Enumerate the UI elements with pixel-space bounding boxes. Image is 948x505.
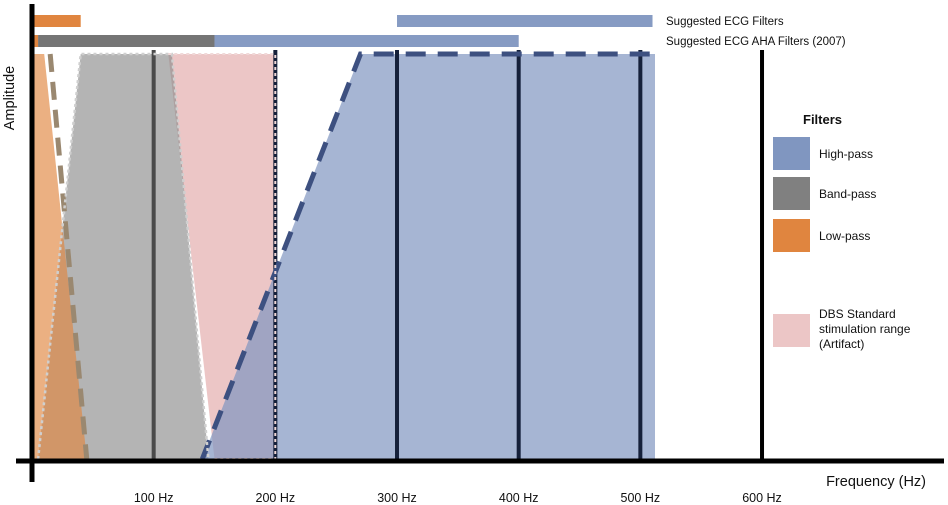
edge-bandpass xyxy=(36,52,210,460)
legend-swatch-lowpass xyxy=(773,219,810,252)
region-bandpass xyxy=(38,54,209,459)
bar-2-segment-lowpass xyxy=(32,35,39,47)
axes: Amplitude Frequency (Hz) xyxy=(2,4,944,490)
region-lowpass xyxy=(34,54,87,459)
y-axis-title: Amplitude xyxy=(2,66,18,130)
bar-1-segment-lowpass xyxy=(32,15,81,27)
legend: Filters High-pass Band-pass Low-pass DBS Sta… xyxy=(773,112,911,351)
legend-label-dbs: DBS Standard stimulation range (Artifact) xyxy=(819,307,911,351)
bar-1-segment-highpass xyxy=(397,15,653,27)
filter-regions xyxy=(34,54,656,459)
x-tick-labels: 100 Hz 200 Hz 300 Hz 400 Hz 500 Hz 600 Hz xyxy=(134,491,782,505)
edge-lowpass xyxy=(47,53,90,460)
suggested-filter-bars: Suggested ECG Filters Suggested ECG AHA F… xyxy=(32,15,846,48)
bar-2-segment-highpass xyxy=(214,35,519,47)
legend-label-bandpass: Band-pass xyxy=(819,187,876,201)
edge-highpass xyxy=(199,51,655,460)
legend-label-lowpass: Low-pass xyxy=(819,229,870,243)
x-tick-300: 300 Hz xyxy=(377,491,417,505)
legend-swatch-highpass xyxy=(773,137,810,170)
x-tick-200: 200 Hz xyxy=(256,491,296,505)
x-tick-600: 600 Hz xyxy=(742,491,782,505)
bar-2-segment-bandpass xyxy=(38,35,215,47)
legend-swatch-dbs xyxy=(773,314,810,347)
legend-swatch-bandpass xyxy=(773,177,810,210)
vertical-gridlines xyxy=(151,50,765,459)
x-axis-title: Frequency (Hz) xyxy=(826,474,926,490)
bar-2-label: Suggested ECG AHA Filters (2007) xyxy=(666,36,846,48)
legend-label-highpass: High-pass xyxy=(819,147,873,161)
x-tick-500: 500 Hz xyxy=(621,491,661,505)
region-highpass xyxy=(202,54,656,459)
x-tick-100: 100 Hz xyxy=(134,491,174,505)
bar-1-label: Suggested ECG Filters xyxy=(666,16,784,28)
legend-title: Filters xyxy=(803,112,842,127)
x-tick-400: 400 Hz xyxy=(499,491,539,505)
